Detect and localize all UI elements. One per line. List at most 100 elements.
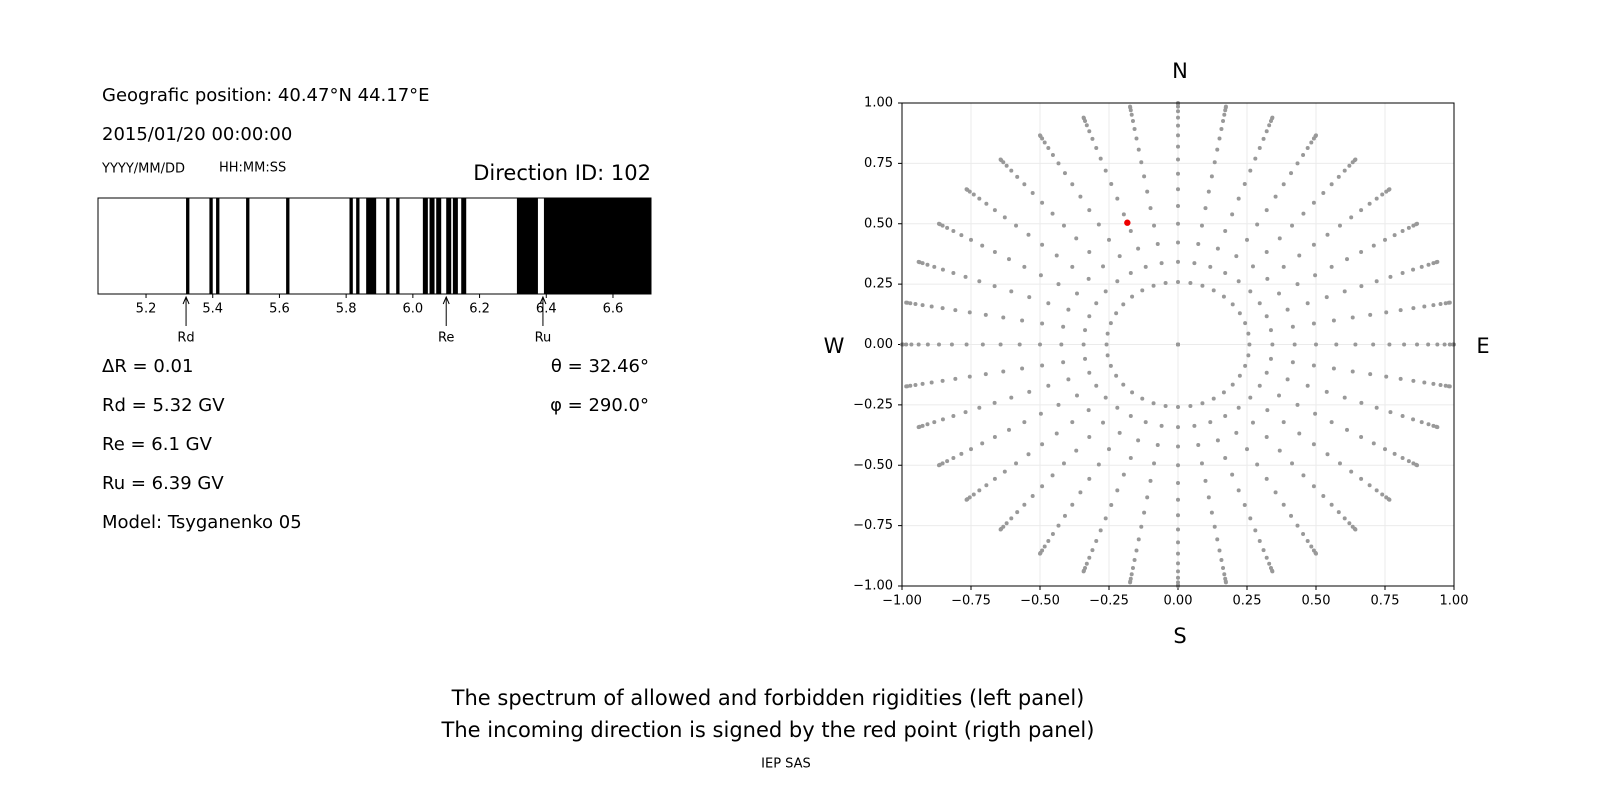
grid-direction [1236,405,1241,410]
grid-direction [925,342,930,347]
grid-direction [1176,144,1180,149]
grid-direction [971,192,976,197]
grid-direction [1411,306,1416,311]
grid-direction [1353,527,1358,532]
grid-direction [1022,420,1027,425]
grid-direction [1246,331,1251,336]
grid-direction [1046,539,1051,544]
grid-direction [908,383,913,388]
x-tick-label: 6.2 [469,302,490,317]
grid-direction [1223,104,1228,109]
grid-direction [1176,580,1180,585]
grid-direction [959,451,964,456]
grid-direction [1090,548,1095,553]
grid-direction [1061,461,1066,466]
grid-direction [1392,233,1397,238]
grid-direction [909,342,914,347]
info-text: Rd = 5.32 GV [102,395,225,416]
grid-direction [1217,136,1222,141]
grid-direction [1215,438,1220,443]
grid-direction [1009,289,1014,294]
grid-direction [1083,356,1088,361]
forbidden-band [349,198,353,294]
grid-direction [1431,303,1436,308]
grid-direction [1264,129,1269,134]
grid-direction [1415,221,1420,226]
grid-direction [1211,288,1216,293]
grid-direction [1059,342,1064,347]
grid-direction [1426,262,1431,267]
grid-direction [908,301,913,306]
grid-direction [1004,521,1009,526]
grid-direction [998,527,1003,532]
grid-direction [1215,246,1220,251]
grid-direction [1324,389,1329,394]
grid-direction [1329,182,1334,187]
grid-direction [1042,544,1047,549]
grid-direction [1014,223,1019,228]
grid-direction [1176,497,1180,502]
grid-direction [1264,370,1269,375]
grid-direction [1329,420,1334,425]
grid-direction [1101,420,1106,425]
grid-direction [1176,575,1180,580]
grid-direction [1015,174,1020,179]
grid-direction [1223,270,1228,275]
grid-direction [1380,192,1385,197]
grid-direction [1074,448,1079,453]
grid-direction [1290,223,1295,228]
grid-direction [1176,540,1180,545]
grid-direction [1447,300,1452,305]
grid-direction [1200,283,1205,288]
grid-direction [1056,161,1061,166]
info-text: ΔR = 0.01 [102,356,193,377]
grid-direction [1026,232,1031,237]
grid-direction [1108,363,1113,368]
grid-direction [1426,342,1431,347]
grid-direction [1342,168,1347,173]
grid-direction [1022,502,1027,507]
grid-direction [1087,208,1092,213]
grid-direction [1400,455,1405,460]
grid-direction [1374,279,1379,284]
grid-direction [1387,187,1392,192]
grid-direction [1046,383,1051,388]
grid-direction [1078,490,1083,495]
grid-direction [1359,434,1364,439]
grid-direction [1070,182,1075,187]
grid-direction [951,414,956,419]
grid-direction [963,410,968,415]
grid-direction [1128,455,1133,460]
grid-direction [977,488,982,493]
grid-direction [1384,374,1389,379]
grid-direction [1151,401,1156,406]
grid-direction [1242,502,1247,507]
info-text: Re = 6.1 GV [102,434,213,455]
grid-direction [980,342,985,347]
grid-direction [1242,182,1247,187]
grid-direction [1270,569,1275,574]
grid-direction [1132,126,1137,131]
grid-direction [1411,378,1416,383]
grid-direction [1114,311,1119,316]
grid-direction [1038,411,1043,416]
grid-direction [1281,182,1286,187]
grid-direction [1009,516,1014,521]
grid-direction [964,342,969,347]
grid-direction [1353,157,1358,162]
grid-direction [1022,182,1027,187]
grid-direction [1001,369,1006,374]
grid-direction [1212,160,1217,165]
grid-direction [1176,481,1180,486]
grid-direction [904,300,909,305]
grid-direction [1295,523,1300,528]
grid-direction [998,157,1003,162]
grid-direction [1305,539,1310,544]
grid-direction [1130,119,1135,124]
grid-direction [1103,289,1108,294]
grid-direction [1305,145,1310,150]
grid-direction [1015,510,1020,515]
x-tick-label: −0.75 [951,594,991,609]
grid-direction [1159,423,1164,428]
grid-direction [1350,369,1355,374]
